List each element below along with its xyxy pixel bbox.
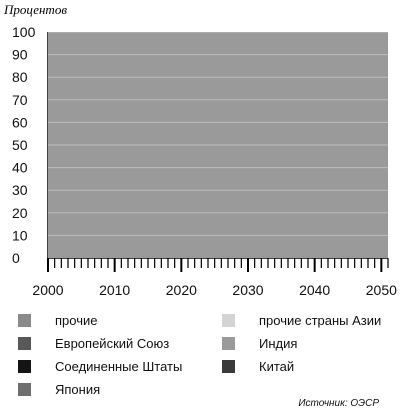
y-tick-labels: 0 10 20 30 40 50 60 70 80 90 100 [12,24,36,266]
legend-item-eu: Европейский Союз [18,336,169,351]
legend-label: Япония [55,382,101,397]
y-tick-label: 100 [12,24,36,40]
x-tick-label: 2000 [32,282,63,298]
y-tick-label: 40 [12,160,28,176]
x-tick-label: 2040 [299,282,330,298]
legend-label: Индия [259,336,298,351]
x-tick-labels: 2000 2010 2020 2030 2040 2050 [32,282,397,298]
legend-swatch [222,314,235,327]
source-note: Источник: ОЭСР [298,398,379,409]
y-tick-label: 80 [12,69,28,85]
legend-item-japan: Япония [18,382,100,397]
x-tick-label: 2020 [166,282,197,298]
plot-background [48,32,388,258]
y-tick-label: 0 [12,250,20,266]
y-tick-label: 10 [12,227,28,243]
x-tick-label: 2010 [99,282,130,298]
legend-item-usa: Соединенные Штаты [18,359,182,374]
legend-swatch [18,360,31,373]
legend-label: Китай [259,359,295,374]
gridlines [48,31,388,258]
y-tick-label: 30 [12,182,28,198]
legend-label: прочие [55,313,98,328]
legend-item-china: Китай [222,359,294,374]
legend-swatch [222,360,235,373]
y-tick-label: 20 [12,205,28,221]
legend-label: прочие страны Азии [259,313,382,328]
x-tick-label: 2030 [232,282,263,298]
legend-swatch [18,314,31,327]
legend-swatch [18,337,31,350]
x-tick-label: 2050 [366,282,397,298]
y-tick-label: 70 [12,92,28,108]
y-tick-label: 50 [12,137,28,153]
y-axis-label: Процентов [3,2,67,17]
legend-label: Соединенные Штаты [55,359,183,374]
legend-item-india: Индия [222,336,297,351]
legend-item-other: прочие [18,313,97,328]
y-tick-label: 90 [12,47,28,63]
legend-swatch [18,383,31,396]
y-tick-label: 60 [12,114,28,130]
legend-item-other-asia: прочие страны Азии [222,313,381,328]
legend-swatch [222,337,235,350]
legend-label: Европейский Союз [55,336,170,351]
